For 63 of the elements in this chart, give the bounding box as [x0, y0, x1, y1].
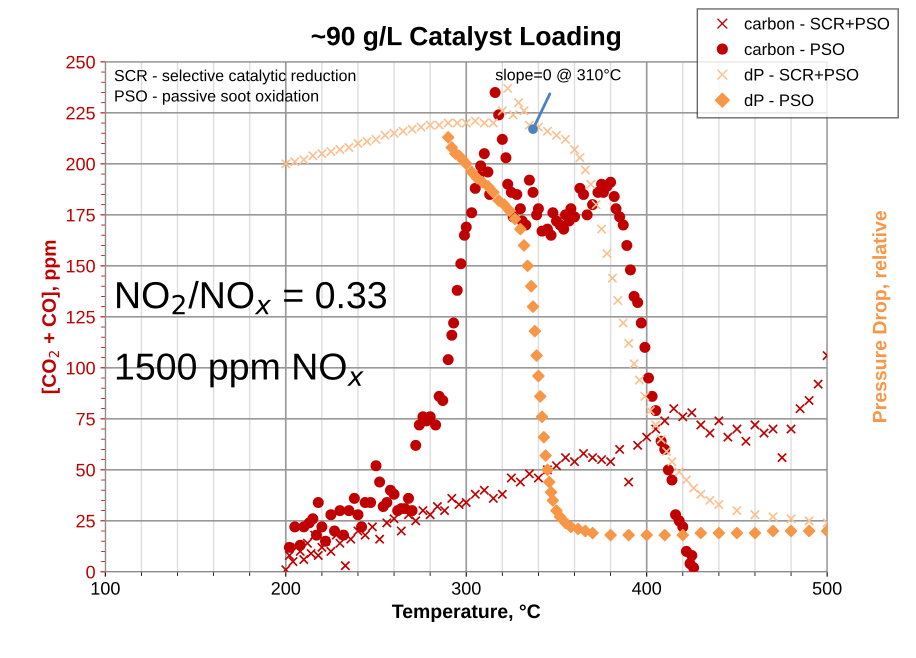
annotation: slope=0 @ 310°C	[496, 68, 621, 84]
x-axis-title: Temperature, °C	[392, 604, 540, 622]
x-tick-label: 500	[812, 582, 842, 595]
point	[530, 349, 543, 362]
point	[538, 430, 550, 444]
annotation: PSO - passive soot oxidation	[115, 90, 318, 105]
y-tick-label: 225	[66, 106, 95, 120]
y-tick-label: 250	[66, 56, 95, 69]
y-tick-label: 175	[66, 208, 95, 222]
y-tick-label: 25	[76, 514, 95, 528]
point	[498, 198, 510, 211]
y-tick-label: 0	[86, 566, 95, 579]
annotation: SCR - selective catalytic reduction	[114, 70, 356, 84]
x-tick-label: 100	[92, 582, 120, 595]
point	[640, 528, 653, 542]
point	[536, 410, 548, 423]
annotation: NO$_{2}$/NO$_{x}$ = 0.33	[117, 280, 386, 314]
point	[503, 204, 516, 217]
annotation: 1500 ppm NO$_{x}$	[116, 353, 364, 388]
point	[784, 524, 798, 538]
point	[482, 180, 494, 192]
point	[539, 449, 552, 462]
point	[532, 370, 545, 382]
point	[518, 239, 530, 252]
legend-label: carbon - SCR+PSO	[744, 17, 890, 30]
legend-label: dP - PSO	[744, 94, 814, 106]
legend-label: dP - SCR+PSO	[744, 68, 858, 81]
point	[526, 300, 540, 313]
point	[514, 222, 527, 236]
point	[465, 166, 478, 178]
point	[766, 524, 780, 538]
point	[554, 510, 566, 523]
point	[712, 526, 726, 540]
x-tick-label: 200	[272, 582, 300, 595]
point	[521, 260, 534, 272]
y2-axis-title: Pressure Drop, relative	[872, 211, 890, 422]
y-tick-label: 100	[66, 362, 95, 375]
point	[546, 494, 560, 507]
point	[442, 131, 454, 144]
point	[524, 280, 538, 292]
point	[676, 528, 689, 542]
x-tick-label: 300	[452, 582, 481, 595]
x-tick-label: 400	[632, 582, 662, 595]
point	[748, 526, 762, 540]
point	[802, 524, 816, 538]
y-axis-title: [CO$_{2}$ + CO], ppm	[42, 240, 60, 394]
point	[622, 528, 635, 542]
y-tick-label: 150	[66, 260, 95, 273]
point	[528, 324, 542, 338]
point	[658, 528, 671, 542]
y-tick-label: 50	[76, 464, 95, 477]
y-tick-label: 125	[66, 310, 95, 324]
point	[487, 186, 500, 199]
point	[604, 528, 617, 542]
point	[694, 526, 708, 540]
point	[730, 526, 744, 540]
point	[508, 212, 522, 226]
chart-title: ~90 g/L Catalyst Loading	[312, 26, 620, 51]
point	[534, 390, 546, 403]
legend-label: carbon - PSO	[744, 42, 844, 56]
y-tick-label: 75	[76, 412, 95, 426]
point	[543, 476, 556, 488]
y-tick-label: 200	[66, 158, 95, 171]
